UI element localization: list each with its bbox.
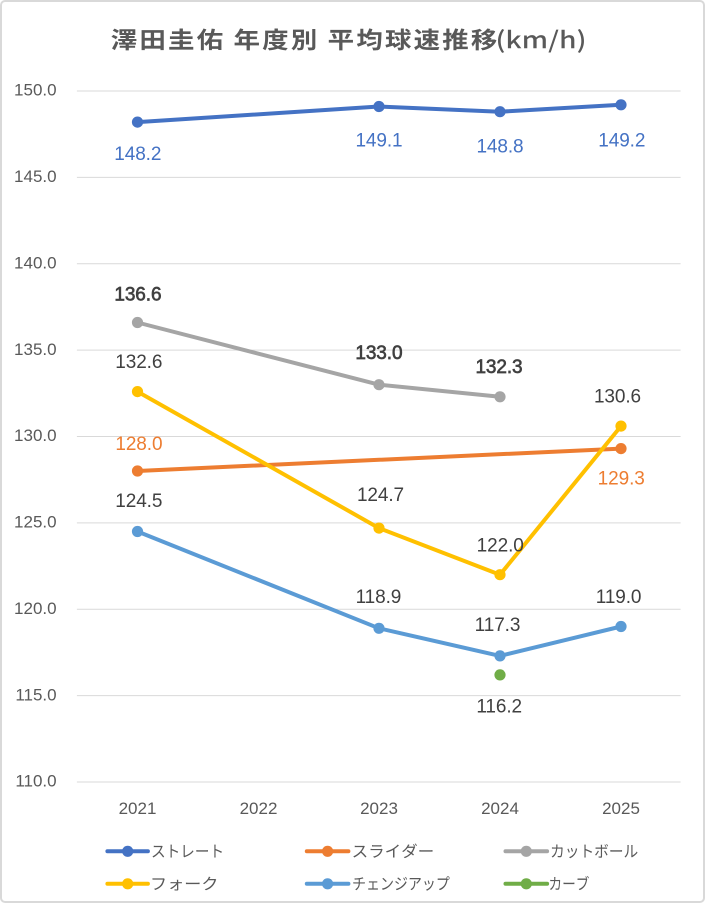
svg-text:125.0: 125.0	[14, 513, 57, 532]
svg-text:124.7: 124.7	[357, 485, 404, 506]
svg-text:132.3: 132.3	[475, 357, 522, 378]
svg-text:2021: 2021	[119, 799, 157, 818]
svg-text:2024: 2024	[481, 799, 519, 818]
svg-text:2025: 2025	[602, 799, 640, 818]
svg-text:149.1: 149.1	[355, 131, 402, 152]
svg-text:2022: 2022	[240, 799, 278, 818]
svg-text:120.0: 120.0	[14, 599, 57, 618]
svg-text:117.3: 117.3	[475, 615, 521, 636]
svg-text:136.6: 136.6	[114, 284, 161, 305]
svg-text:133.0: 133.0	[355, 343, 402, 364]
svg-text:128.0: 128.0	[115, 434, 162, 455]
svg-text:150.0: 150.0	[14, 81, 57, 100]
svg-text:140.0: 140.0	[14, 253, 57, 272]
svg-text:119.0: 119.0	[596, 587, 642, 608]
svg-text:122.0: 122.0	[477, 535, 524, 556]
svg-text:110.0: 110.0	[15, 772, 56, 791]
svg-text:145.0: 145.0	[14, 167, 57, 186]
svg-text:115.0: 115.0	[15, 685, 56, 704]
svg-text:118.9: 118.9	[356, 587, 402, 608]
svg-text:124.5: 124.5	[115, 491, 162, 512]
svg-text:2023: 2023	[360, 799, 398, 818]
svg-text:130.6: 130.6	[594, 387, 641, 408]
svg-text:135.0: 135.0	[14, 340, 57, 359]
svg-text:149.2: 149.2	[598, 131, 645, 152]
svg-text:132.6: 132.6	[115, 352, 162, 373]
svg-text:148.2: 148.2	[114, 144, 161, 165]
svg-text:130.0: 130.0	[14, 426, 57, 445]
svg-text:116.2: 116.2	[476, 697, 522, 718]
svg-text:148.8: 148.8	[476, 137, 523, 158]
svg-text:129.3: 129.3	[598, 468, 645, 489]
